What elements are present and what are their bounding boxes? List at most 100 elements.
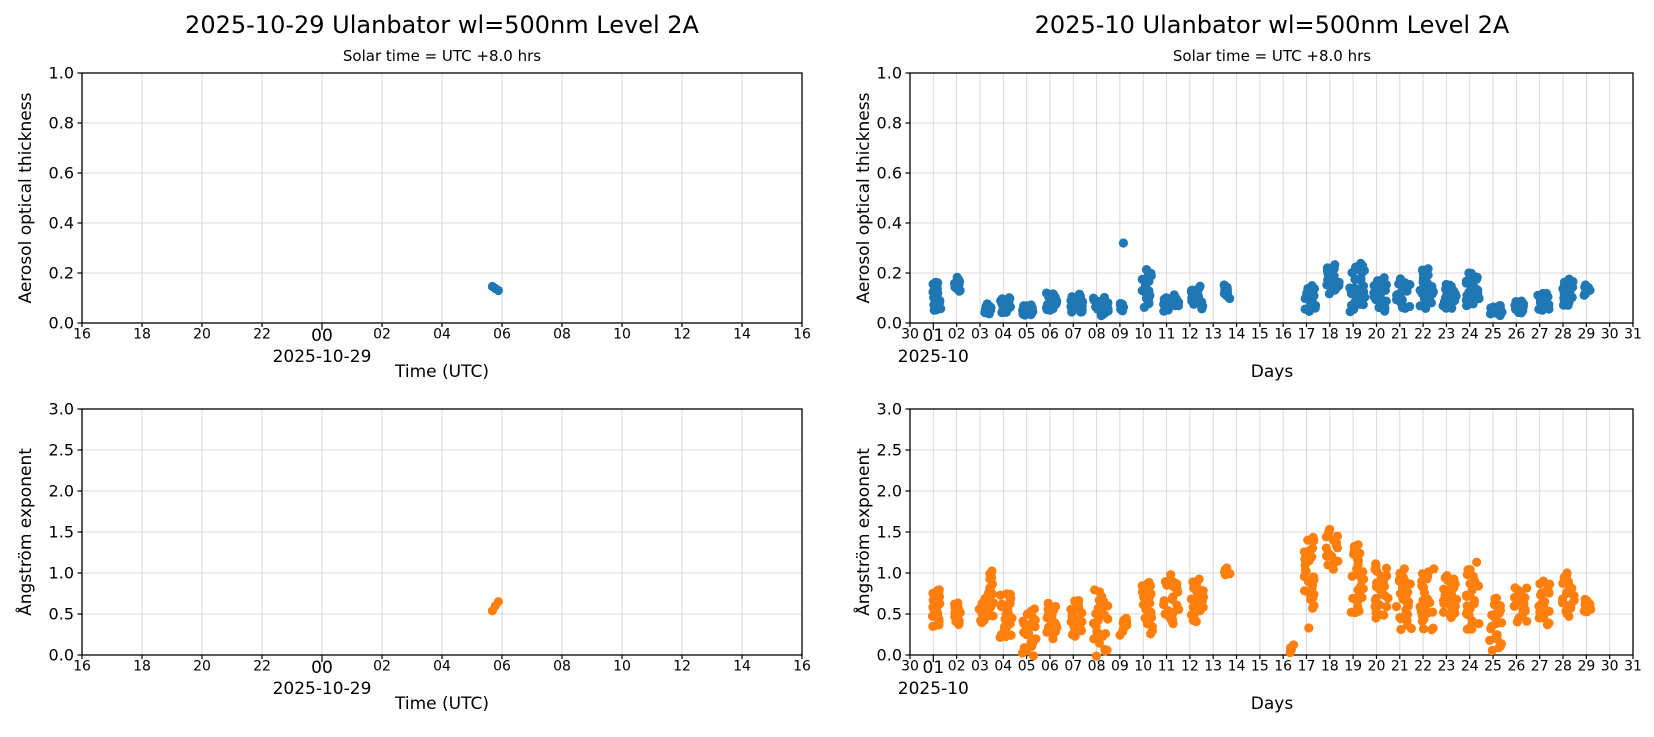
x-tick-label: 26 — [1507, 327, 1525, 343]
data-point — [987, 566, 997, 576]
data-point — [1462, 601, 1472, 611]
x-tick-label: 30 — [1601, 659, 1619, 675]
data-point — [1439, 584, 1449, 594]
date-offset-label: 2025-10-29 — [273, 679, 372, 699]
y-tick-label: 1.5 — [877, 523, 902, 542]
y-tick-label: 1.0 — [877, 64, 902, 83]
data-point — [1146, 589, 1156, 599]
x-tick-label: 22 — [1414, 327, 1432, 343]
x-tick-label: 04 — [994, 327, 1012, 343]
x-tick-label: 08 — [1088, 327, 1106, 343]
data-points — [487, 597, 503, 616]
x-tick-label: 29 — [1577, 327, 1595, 343]
data-point — [953, 598, 963, 608]
data-point — [1518, 606, 1528, 616]
data-point — [1321, 543, 1331, 553]
data-point — [493, 285, 503, 296]
x-tick-label: 25 — [1484, 659, 1502, 675]
data-point — [1144, 577, 1154, 588]
data-point — [1491, 593, 1502, 603]
date-offset-label: 2025-10 — [898, 679, 969, 699]
data-point — [1067, 292, 1077, 302]
data-point — [1099, 292, 1110, 303]
y-tick-label: 0.0 — [877, 646, 902, 665]
data-point — [1395, 612, 1405, 623]
data-point — [1169, 577, 1179, 587]
data-point — [1121, 613, 1131, 623]
data-points — [928, 238, 1595, 321]
x-tick-label: 22 — [253, 659, 271, 675]
x-tick-label: 19 — [1344, 327, 1362, 343]
x-tick-label: 31 — [1624, 659, 1642, 675]
data-point — [1160, 577, 1171, 587]
y-tick-label: 0.0 — [877, 314, 902, 333]
y-tick-label: 3.0 — [49, 400, 74, 419]
x-tick-label: 14 — [733, 659, 751, 675]
data-point — [1141, 264, 1152, 275]
data-point — [1396, 624, 1406, 635]
x-tick-label: 17 — [1298, 659, 1316, 675]
data-point — [1564, 274, 1574, 284]
data-point — [1495, 601, 1505, 611]
x-tick-label: 07 — [1064, 327, 1082, 343]
x-tick-label: 21 — [1391, 327, 1409, 343]
data-point — [1307, 543, 1318, 553]
data-point — [1580, 280, 1591, 290]
y-tick-label: 0.8 — [49, 114, 74, 133]
data-point — [1330, 260, 1340, 270]
data-point — [1381, 563, 1392, 573]
data-point — [1332, 531, 1343, 541]
x-tick-label: 30 — [901, 659, 919, 675]
data-point — [1472, 557, 1482, 567]
x-tick-label: 13 — [1204, 327, 1222, 343]
x-tick-label: 06 — [1041, 659, 1059, 675]
data-point — [1002, 589, 1012, 599]
data-point — [1299, 586, 1310, 596]
x-tick-label: 23 — [1438, 659, 1456, 675]
y-tick-label: 0.6 — [877, 164, 902, 183]
data-point — [1074, 595, 1084, 606]
data-point — [1189, 611, 1199, 621]
data-point — [1048, 289, 1058, 299]
x-axis-label-monthly-aot: Days — [1250, 362, 1294, 382]
data-point — [935, 295, 945, 306]
x-tick-label: 10 — [613, 659, 631, 675]
data-point — [997, 294, 1007, 304]
data-point — [1371, 561, 1381, 571]
x-tick-label: 21 — [1391, 659, 1409, 675]
data-point — [1006, 630, 1016, 640]
data-point — [1222, 563, 1232, 573]
data-point — [1100, 644, 1110, 655]
data-point — [1166, 570, 1176, 580]
x-tick-label: 10 — [1134, 327, 1152, 343]
data-point — [1026, 300, 1036, 310]
y-tick-label: 0.4 — [49, 214, 74, 233]
x-tick-label: 28 — [1554, 327, 1572, 343]
x-tick-label: 15 — [1251, 659, 1269, 675]
y-tick-label: 0.2 — [877, 264, 902, 283]
data-point — [1088, 293, 1099, 303]
x-tick-label: 20 — [193, 659, 211, 675]
data-point — [1018, 616, 1028, 626]
x-tick-label: 11 — [1158, 327, 1176, 343]
x-tick-label: 16 — [1274, 327, 1292, 343]
y-tick-label: 0.0 — [49, 314, 74, 333]
data-point — [1322, 263, 1333, 273]
x-tick-label: 02 — [373, 327, 391, 343]
data-point — [1288, 640, 1299, 650]
x-tick-label: 00 — [311, 658, 333, 678]
x-tick-label: 20 — [193, 327, 211, 343]
data-point — [1043, 598, 1053, 608]
x-tick-label: 22 — [1414, 659, 1432, 675]
x-tick-label: 01 — [923, 326, 945, 346]
x-tick-label: 23 — [1438, 327, 1456, 343]
data-point — [1333, 556, 1343, 566]
y-tick-label: 1.0 — [877, 564, 902, 583]
x-tick-label: 14 — [1228, 659, 1246, 675]
x-tick-label: 18 — [133, 659, 151, 675]
x-tick-label: 08 — [553, 659, 571, 675]
